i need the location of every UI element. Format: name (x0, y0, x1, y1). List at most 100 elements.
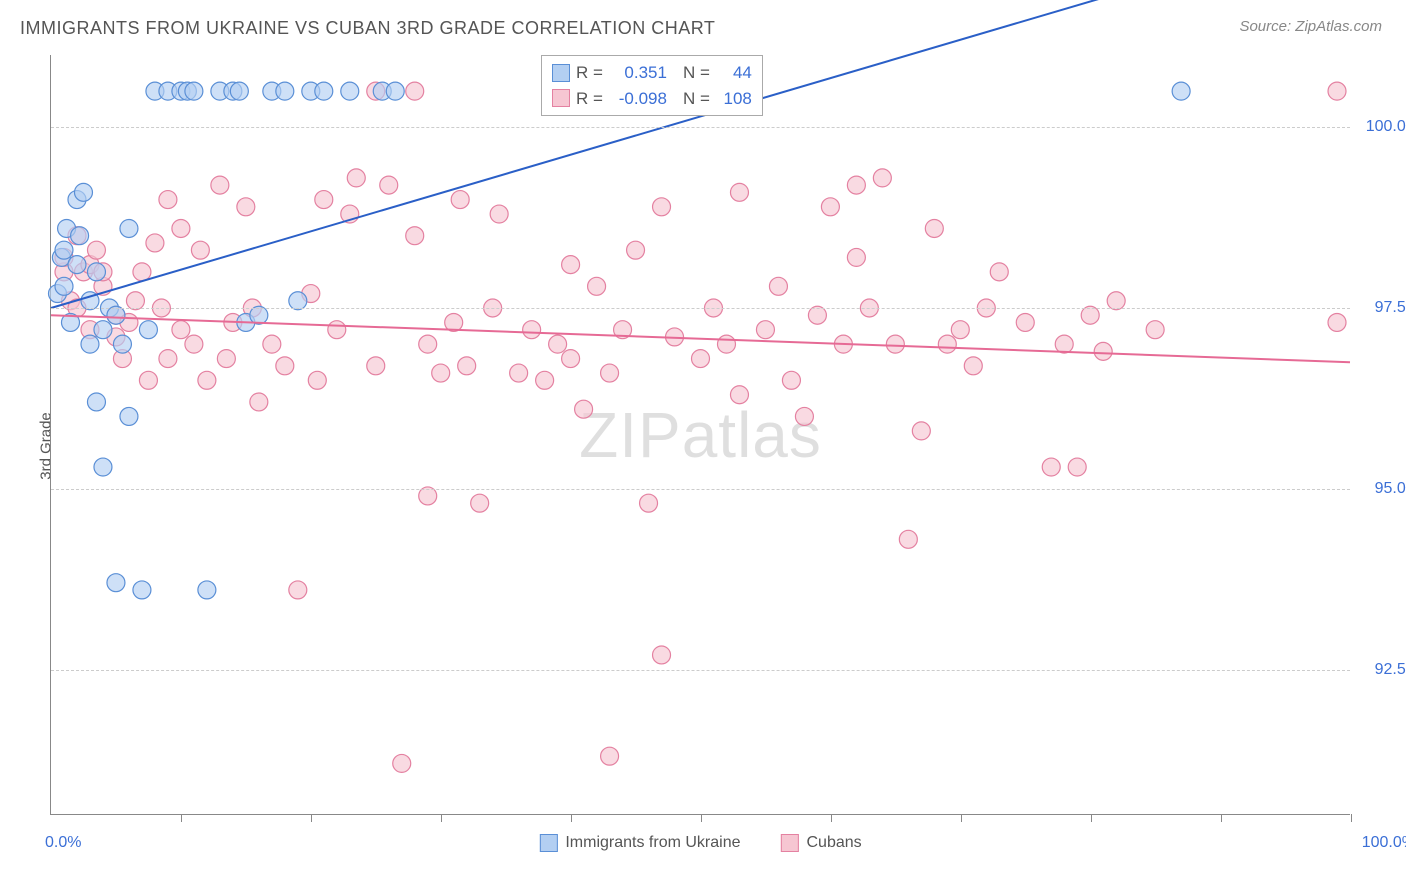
data-point (601, 747, 619, 765)
data-point (938, 335, 956, 353)
chart-svg (51, 55, 1350, 814)
data-point (886, 335, 904, 353)
data-point (964, 357, 982, 375)
data-point (432, 364, 450, 382)
data-point (1328, 82, 1346, 100)
data-point (120, 407, 138, 425)
data-point (536, 371, 554, 389)
data-point (756, 321, 774, 339)
data-point (386, 82, 404, 100)
data-point (393, 754, 411, 772)
data-point (653, 646, 671, 664)
data-point (523, 321, 541, 339)
data-point (74, 183, 92, 201)
data-point (159, 350, 177, 368)
data-point (315, 82, 333, 100)
data-point (575, 400, 593, 418)
gridline (51, 670, 1350, 671)
y-tick-label: 92.5% (1360, 661, 1406, 679)
data-point (562, 256, 580, 274)
data-point (94, 321, 112, 339)
r-label-a: R = (576, 60, 603, 86)
data-point (458, 357, 476, 375)
n-value-b: 108 (716, 86, 752, 112)
data-point (94, 458, 112, 476)
data-point (951, 321, 969, 339)
data-point (847, 248, 865, 266)
data-point (289, 581, 307, 599)
data-point (1055, 335, 1073, 353)
x-tick (831, 814, 832, 822)
gridline (51, 489, 1350, 490)
data-point (990, 263, 1008, 281)
x-tick (311, 814, 312, 822)
x-tick (571, 814, 572, 822)
data-point (782, 371, 800, 389)
data-point (81, 335, 99, 353)
data-point (308, 371, 326, 389)
legend-swatch-a-icon (539, 834, 557, 852)
legend-label-a: Immigrants from Ukraine (565, 834, 740, 852)
data-point (490, 205, 508, 223)
data-point (873, 169, 891, 187)
data-point (419, 335, 437, 353)
legend-label-b: Cubans (807, 834, 862, 852)
data-point (380, 176, 398, 194)
data-point (730, 386, 748, 404)
x-axis-max-label: 100.0% (1362, 834, 1406, 852)
data-point (276, 357, 294, 375)
regression-line (51, 0, 1350, 308)
data-point (87, 393, 105, 411)
data-point (172, 321, 190, 339)
data-point (68, 256, 86, 274)
gridline (51, 308, 1350, 309)
data-point (1146, 321, 1164, 339)
data-point (341, 82, 359, 100)
n-label-a: N = (683, 60, 710, 86)
data-point (367, 357, 385, 375)
data-point (55, 277, 73, 295)
data-point (640, 494, 658, 512)
x-tick (181, 814, 182, 822)
regression-legend: R = 0.351 N = 44 R = -0.098 N = 108 (541, 55, 763, 116)
data-point (146, 234, 164, 252)
legend-bottom: Immigrants from Ukraine Cubans (539, 834, 861, 852)
x-tick (961, 814, 962, 822)
data-point (55, 241, 73, 259)
r-value-a: 0.351 (609, 60, 667, 86)
y-tick-label: 95.0% (1360, 480, 1406, 498)
data-point (912, 422, 930, 440)
data-point (795, 407, 813, 425)
data-point (185, 335, 203, 353)
data-point (159, 191, 177, 209)
regression-row-b: R = -0.098 N = 108 (552, 86, 752, 112)
data-point (1107, 292, 1125, 310)
data-point (133, 581, 151, 599)
data-point (217, 350, 235, 368)
data-point (315, 191, 333, 209)
data-point (120, 219, 138, 237)
swatch-b-icon (552, 89, 570, 107)
data-point (133, 263, 151, 281)
data-point (198, 371, 216, 389)
x-tick (1351, 814, 1352, 822)
legend-item-b: Cubans (781, 834, 862, 852)
legend-item-a: Immigrants from Ukraine (539, 834, 740, 852)
data-point (1016, 313, 1034, 331)
data-point (139, 371, 157, 389)
data-point (263, 335, 281, 353)
data-point (1094, 342, 1112, 360)
data-point (1328, 313, 1346, 331)
r-value-b: -0.098 (609, 86, 667, 112)
r-label-b: R = (576, 86, 603, 112)
data-point (347, 169, 365, 187)
data-point (172, 219, 190, 237)
y-tick-label: 100.0% (1360, 118, 1406, 136)
source-attribution: Source: ZipAtlas.com (1239, 18, 1382, 35)
data-point (451, 191, 469, 209)
data-point (328, 321, 346, 339)
x-tick (441, 814, 442, 822)
data-point (549, 335, 567, 353)
data-point (87, 263, 105, 281)
data-point (198, 581, 216, 599)
